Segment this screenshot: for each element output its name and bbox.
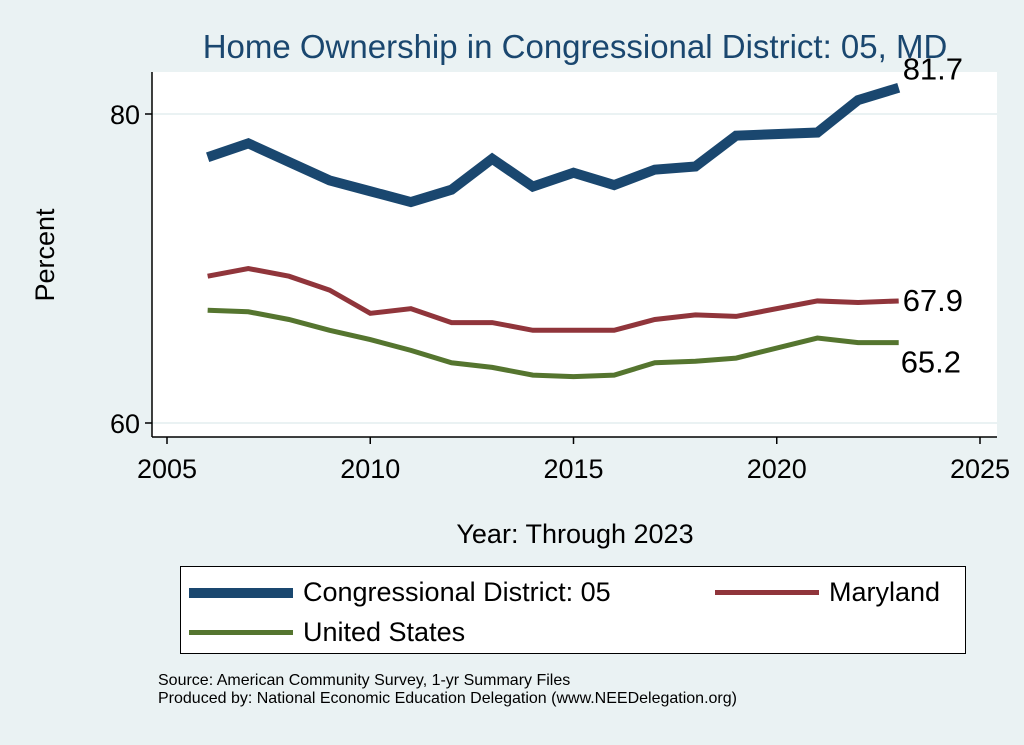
source-text: Source: American Community Survey, 1-yr …	[158, 672, 571, 689]
legend-label: Congressional District: 05	[303, 577, 611, 607]
end-label: 81.7	[903, 52, 963, 87]
legend-swatch	[189, 630, 293, 635]
legend-label: United States	[303, 617, 466, 647]
legend-swatch	[715, 590, 819, 595]
y-axis-label: Percent	[30, 208, 60, 302]
x-axis-label: Year: Through 2023	[456, 519, 693, 549]
legend-swatch	[189, 587, 293, 598]
x-tick-label: 2025	[950, 454, 1010, 484]
plot-area	[152, 72, 997, 437]
y-tick-label: 60	[110, 409, 140, 439]
chart-title: Home Ownership in Congressional District…	[202, 28, 948, 65]
legend-item-us: United States	[189, 617, 465, 648]
y-tick-label: 80	[110, 100, 140, 130]
legend-item-maryland: Maryland	[715, 577, 940, 608]
legend-label: Maryland	[829, 577, 941, 607]
source-note: Source: American Community Survey, 1-yr …	[158, 672, 737, 708]
end-label: 67.9	[903, 283, 963, 318]
legend: Congressional District: 05 Maryland Unit…	[180, 566, 966, 654]
produced-by-text: Produced by: National Economic Education…	[158, 690, 737, 707]
x-tick-label: 2020	[747, 454, 807, 484]
x-tick-label: 2010	[340, 454, 400, 484]
end-label: 65.2	[901, 345, 961, 380]
legend-item-district: Congressional District: 05	[189, 577, 611, 608]
x-tick-label: 2015	[543, 454, 603, 484]
x-tick-label: 2005	[137, 454, 197, 484]
